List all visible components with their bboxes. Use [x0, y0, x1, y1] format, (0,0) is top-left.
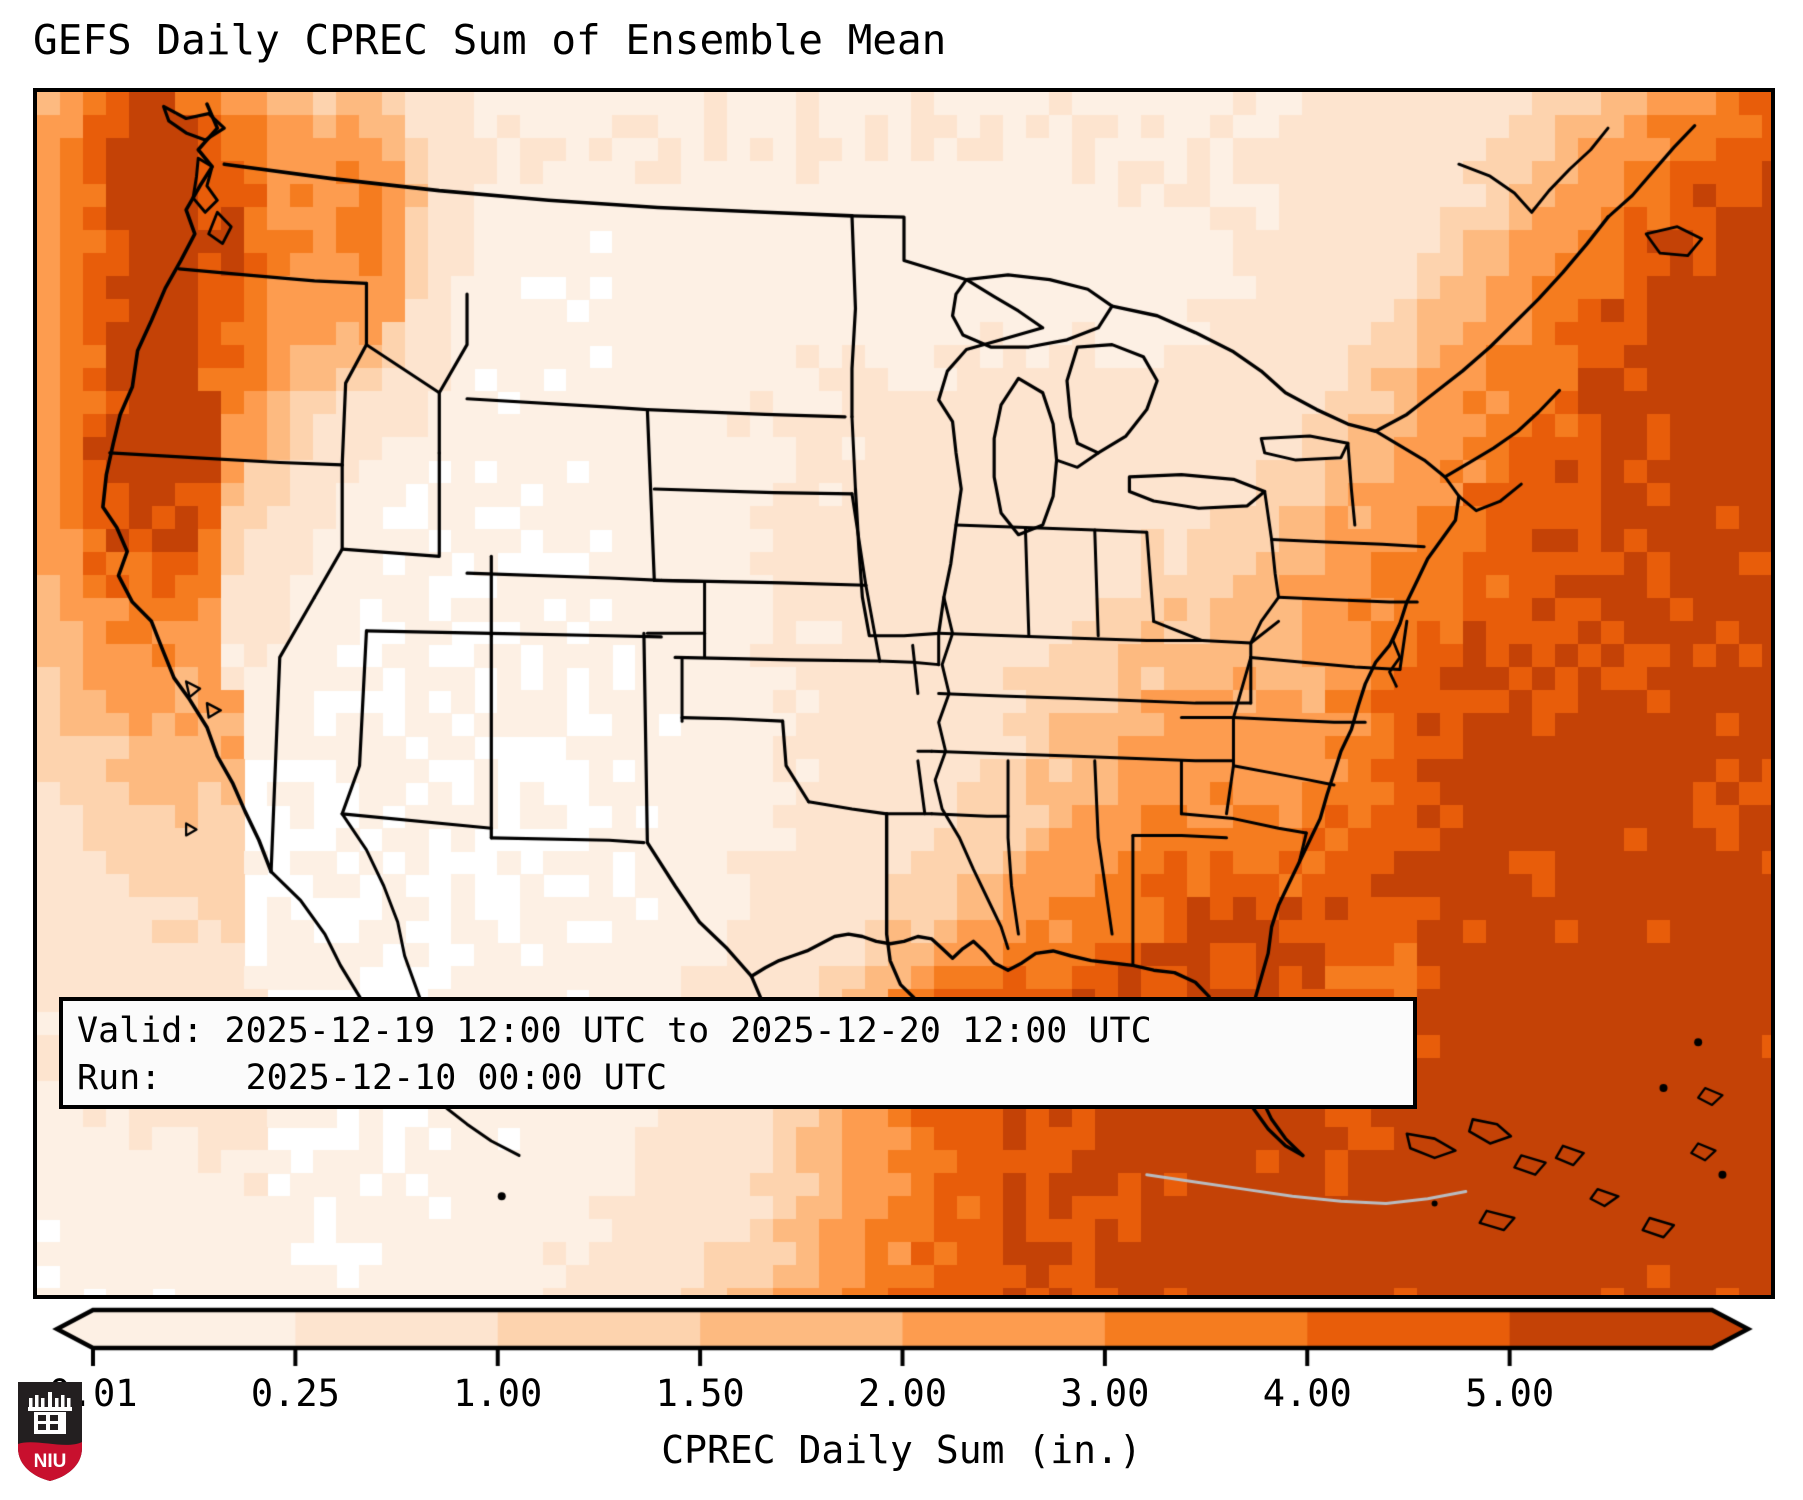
colorbar-tick-label: 1.00 — [453, 1372, 543, 1415]
map-plot-area — [33, 88, 1775, 1299]
valid-run-annotation-box: Valid: 2025-12-19 12:00 UTC to 2025-12-2… — [59, 997, 1417, 1109]
colorbar-canvas — [0, 1300, 1803, 1500]
page-title: GEFS Daily CPREC Sum of Ensemble Mean — [33, 16, 947, 64]
niu-logo-text: NIU — [34, 1451, 67, 1472]
colorbar: 0.01 0.25 1.00 1.50 2.00 3.00 4.00 5.00 CPREC D… — [0, 1300, 1803, 1500]
colorbar-axis-label: CPREC Daily Sum (in.) — [661, 1428, 1142, 1472]
colorbar-tick-label: 0.25 — [250, 1372, 340, 1415]
colorbar-tick-label: 4.00 — [1262, 1372, 1352, 1415]
precipitation-map-canvas — [37, 92, 1771, 1295]
colorbar-tick-label: 3.00 — [1060, 1372, 1150, 1415]
annotation-run-line: Run: 2025-12-10 00:00 UTC — [77, 1058, 668, 1098]
colorbar-tick-label: 5.00 — [1465, 1372, 1555, 1415]
niu-logo-icon: NIU — [18, 1382, 82, 1481]
colorbar-tick-label: 1.50 — [655, 1372, 745, 1415]
colorbar-tick-label: 2.00 — [857, 1372, 948, 1415]
annotation-valid-line: Valid: 2025-12-19 12:00 UTC to 2025-12-2… — [77, 1011, 1152, 1051]
